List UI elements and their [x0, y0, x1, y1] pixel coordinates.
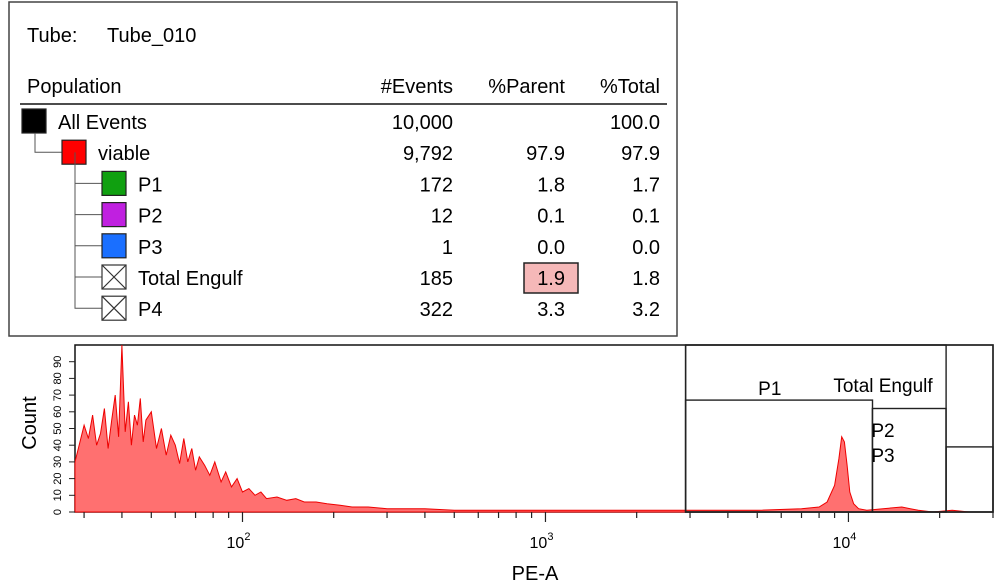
highlight-box	[523, 262, 579, 294]
population-name: P3	[138, 237, 162, 259]
tube-name: Tube_010	[107, 25, 196, 47]
population-name: P2	[138, 206, 162, 228]
events-value: 9,792	[403, 143, 453, 165]
parent-value: 0.1	[537, 206, 565, 228]
tree-connector	[74, 183, 102, 216]
population-color-swatch	[101, 202, 127, 228]
population-color-swatch	[101, 233, 127, 259]
events-value: 172	[420, 174, 453, 196]
x-tick-label: 102	[227, 531, 251, 552]
y-tick-label: 70	[52, 389, 64, 401]
total-value: 0.1	[632, 206, 660, 228]
y-tick-label: 20	[52, 472, 64, 484]
population-color-swatch	[101, 170, 127, 196]
total-value: 100.0	[610, 112, 660, 134]
y-tick-label: 10	[52, 489, 64, 501]
header-events: #Events	[381, 76, 453, 98]
x-tick-exponent: 2	[244, 531, 250, 543]
population-color-swatch	[61, 139, 87, 165]
events-value: 322	[420, 299, 453, 321]
events-value: 1	[442, 237, 453, 259]
y-axis-label: Count	[19, 396, 41, 450]
x-axis-label: PE-A	[512, 563, 559, 585]
total-value: 0.0	[632, 237, 660, 259]
events-value: 185	[420, 268, 453, 290]
population-name: All Events	[58, 112, 147, 134]
population-name: P1	[138, 174, 162, 196]
population-name: Total Engulf	[138, 268, 243, 290]
gate-p4	[684, 344, 994, 513]
cross-mark-icon	[101, 295, 127, 321]
header-total: %Total	[600, 76, 660, 98]
parent-value: 1.8	[537, 174, 565, 196]
total-value: 97.9	[621, 143, 660, 165]
y-tick-label: 0	[52, 509, 64, 515]
events-value: 10,000	[392, 112, 453, 134]
y-tick-label: 30	[52, 456, 64, 468]
x-tick-label: 103	[530, 531, 554, 552]
tree-connector	[74, 214, 102, 247]
tree-connector	[74, 277, 102, 309]
y-tick-label: 80	[52, 372, 64, 384]
x-tick-base: 10	[530, 535, 548, 552]
parent-value: 1.9	[537, 268, 565, 290]
x-tick-exponent: 4	[850, 531, 856, 543]
tree-connector	[74, 152, 102, 184]
tube-label: Tube:	[27, 25, 77, 47]
y-tick-label: 60	[52, 406, 64, 418]
parent-value: 3.3	[537, 299, 565, 321]
tree-connector	[74, 246, 102, 278]
x-tick-base: 10	[227, 535, 245, 552]
gate-label: Total Engulf	[833, 376, 933, 397]
x-tick-base: 10	[832, 535, 850, 552]
population-name: P4	[138, 299, 162, 321]
y-tick-label: 50	[52, 422, 64, 434]
gate-label: P1	[758, 379, 781, 400]
total-value: 1.7	[632, 174, 660, 196]
population-name: viable	[98, 143, 150, 165]
gate-label: P2	[871, 421, 894, 442]
population-statistics-table: Tube: Tube_010 Population #Events %Paren…	[8, 1, 678, 337]
header-parent: %Parent	[488, 76, 565, 98]
tree-connector	[34, 133, 62, 153]
parent-value: 97.9	[526, 143, 565, 165]
y-tick-label: 90	[52, 356, 64, 368]
y-tick-label: 40	[52, 439, 64, 451]
total-value: 3.2	[632, 299, 660, 321]
histogram-series	[74, 344, 993, 513]
cross-mark-icon	[101, 264, 127, 290]
gate-label: P3	[871, 446, 894, 467]
total-value: 1.8	[632, 268, 660, 290]
x-tick-exponent: 3	[547, 531, 553, 543]
population-color-swatch	[21, 108, 47, 134]
table-rows: All Events 10,000 100.0 viable 9,792 97.9 97.9…	[21, 108, 660, 321]
x-tick-label: 104	[832, 531, 856, 552]
header-population: Population	[27, 76, 122, 98]
parent-value: 0.0	[537, 237, 565, 259]
events-value: 12	[431, 206, 453, 228]
